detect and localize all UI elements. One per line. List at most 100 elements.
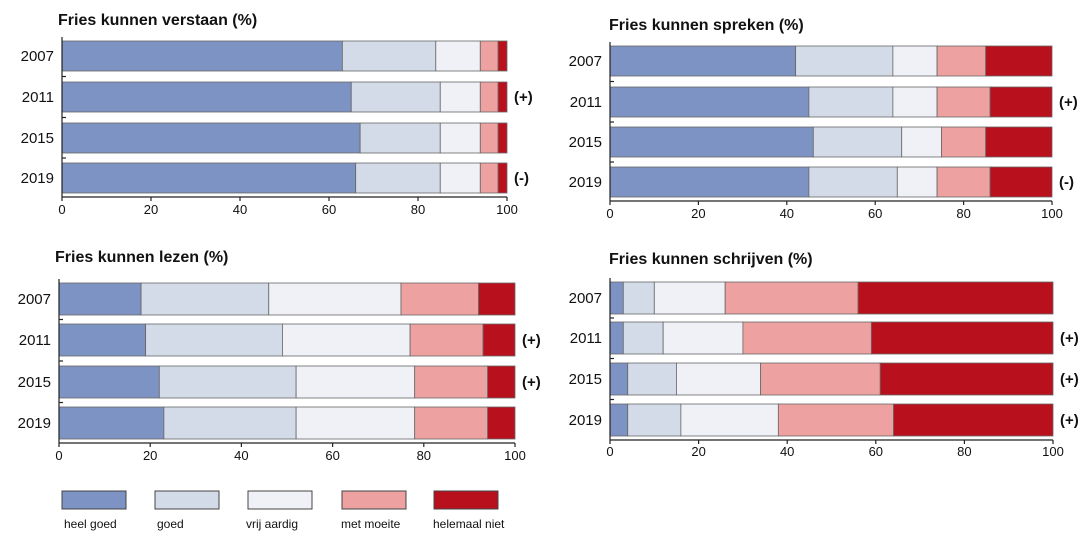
bar-segment: [653, 281, 726, 315]
chart-panel-3: Fries kunnen lezen (%) 2007 2011 (+) 2015 (+)…: [18, 249, 541, 463]
bar-segment: [400, 282, 479, 316]
legend: heel goed goed vrij aardig met moeite helema…: [61, 490, 505, 531]
bar-segment: [61, 40, 343, 72]
year-label: 2007: [569, 53, 602, 70]
x-tick-label: 40: [780, 444, 794, 459]
bar-segment: [409, 323, 484, 357]
bar-segment: [58, 365, 160, 399]
change-annotation: (+): [522, 332, 541, 349]
bar-segment: [609, 321, 624, 355]
x-tick-label: 60: [322, 202, 336, 217]
chart-title: Fries kunnen verstaan (%): [58, 12, 257, 29]
bar-segment: [777, 403, 894, 437]
legend-label-met-moeite: met moeite: [341, 517, 401, 531]
bar-segment: [295, 365, 416, 399]
bar-segment: [145, 323, 283, 357]
x-tick-label: 20: [143, 448, 157, 463]
x-tick-label: 0: [58, 202, 65, 217]
bar-segment: [680, 403, 779, 437]
chart-panel-1: Fries kunnen verstaan (%) 2007 2011 (+) 2015…: [21, 12, 533, 217]
bar-segment: [627, 362, 677, 396]
x-tick-label: 40: [780, 206, 794, 221]
bar-segment: [439, 162, 481, 194]
bar-segment: [936, 166, 991, 198]
bar-segment: [497, 40, 508, 72]
x-tick-label: 100: [504, 448, 526, 463]
bar-segment: [627, 403, 682, 437]
x-tick-label: 0: [606, 206, 613, 221]
bar-segment: [896, 166, 938, 198]
x-tick-label: 100: [496, 202, 518, 217]
bar-segment: [163, 406, 297, 440]
bar-segment: [487, 365, 516, 399]
bar-segment: [662, 321, 744, 355]
year-label: 2007: [21, 48, 54, 65]
bar-segment: [355, 162, 441, 194]
bar-segment: [478, 282, 516, 316]
bar-segment: [892, 45, 938, 77]
change-annotation: (+): [514, 89, 533, 106]
bar-segment: [158, 365, 297, 399]
year-label: 2019: [569, 174, 602, 191]
bar-segment: [870, 321, 1054, 355]
year-label: 2011: [22, 89, 54, 106]
legend-swatch-goed: [154, 490, 220, 510]
chart-title: Fries kunnen lezen (%): [55, 249, 228, 266]
year-label: 2015: [18, 374, 51, 391]
legend-swatch-heel-goed: [61, 490, 127, 510]
bar-segment: [282, 323, 411, 357]
year-label: 2019: [18, 415, 51, 432]
year-label: 2015: [569, 371, 602, 388]
bar-segment: [497, 122, 508, 154]
bar-segment: [439, 81, 481, 113]
bar-segment: [268, 282, 402, 316]
bar-segment: [892, 86, 938, 118]
bar-segment: [61, 122, 361, 154]
year-label: 2007: [569, 290, 602, 307]
bar-segment: [482, 323, 516, 357]
bar-segment: [879, 362, 1054, 396]
x-tick-label: 20: [691, 206, 705, 221]
x-tick-label: 80: [957, 444, 971, 459]
x-tick-label: 80: [956, 206, 970, 221]
bar-segment: [985, 126, 1053, 158]
bar-segment: [609, 362, 629, 396]
bar-segment: [901, 126, 942, 158]
year-label: 2019: [21, 170, 54, 187]
x-tick-label: 60: [868, 206, 882, 221]
change-annotation: (+): [522, 374, 541, 391]
change-annotation: (+): [1060, 371, 1079, 388]
chart-title: Fries kunnen schrijven (%): [609, 251, 813, 268]
x-tick-label: 80: [417, 448, 431, 463]
bar-segment: [487, 406, 516, 440]
x-tick-label: 60: [325, 448, 339, 463]
legend-label-vrij-aardig: vrij aardig: [246, 517, 298, 531]
change-annotation: (-): [1059, 174, 1074, 191]
year-label: 2007: [18, 291, 51, 308]
change-annotation: (+): [1060, 330, 1079, 347]
x-tick-label: 100: [1041, 206, 1063, 221]
x-tick-label: 0: [55, 448, 62, 463]
legend-label-goed: goed: [157, 517, 184, 531]
bar-segment: [140, 282, 270, 316]
bar-segment: [857, 281, 1054, 315]
change-annotation: (-): [514, 170, 529, 187]
legend-swatch-helemaal-niet: [433, 490, 499, 510]
bar-segment: [58, 406, 165, 440]
bar-segment: [414, 406, 489, 440]
bar-segment: [479, 81, 499, 113]
legend-swatch-vrij-aardig: [247, 490, 313, 510]
bar-segment: [609, 45, 797, 77]
bar-segment: [812, 126, 903, 158]
bar-segment: [58, 323, 147, 357]
bar-segment: [936, 86, 991, 118]
year-label: 2011: [19, 332, 51, 349]
bar-segment: [893, 403, 1054, 437]
x-tick-label: 40: [233, 202, 247, 217]
chart-panel-4: Fries kunnen schrijven (%) 2007 2011 (+) 201…: [569, 251, 1079, 459]
x-tick-label: 20: [144, 202, 158, 217]
year-label: 2011: [570, 330, 602, 347]
bar-segment: [609, 86, 810, 118]
bar-segment: [989, 86, 1053, 118]
